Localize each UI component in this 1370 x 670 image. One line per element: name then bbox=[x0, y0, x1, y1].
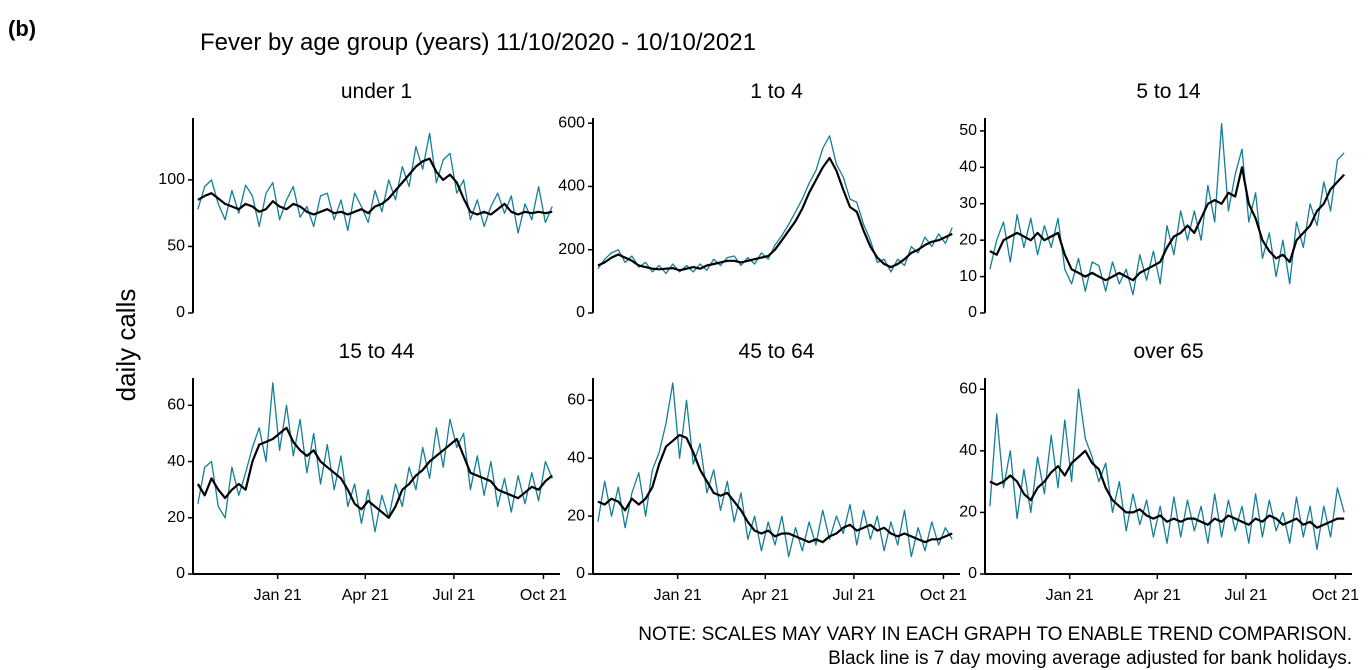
panel-title: 1 to 4 bbox=[750, 80, 803, 103]
y-tick-label: 100 bbox=[158, 171, 185, 188]
daily-line bbox=[197, 132, 553, 234]
y-tick-label: 0 bbox=[576, 304, 585, 321]
x-tick-label: Jul 21 bbox=[1225, 587, 1268, 604]
note: Black line is 7 day moving average adjus… bbox=[828, 648, 1352, 669]
panel-title: over 65 bbox=[1133, 340, 1203, 363]
y-tick-label: 60 bbox=[959, 380, 977, 397]
y-axis-label: daily calls bbox=[111, 289, 141, 402]
y-tick-label: 50 bbox=[959, 122, 977, 139]
panel-label: (b) bbox=[8, 16, 36, 41]
average-line bbox=[197, 157, 553, 216]
panel-title: 5 to 14 bbox=[1136, 80, 1201, 103]
daily-line bbox=[597, 382, 953, 558]
daily-line bbox=[197, 382, 553, 533]
y-tick-label: 30 bbox=[959, 195, 977, 212]
y-tick-label: 0 bbox=[176, 304, 185, 321]
x-tick-label: Jan 21 bbox=[1046, 587, 1094, 604]
y-tick-label: 50 bbox=[167, 238, 185, 255]
y-tick-label: 400 bbox=[558, 178, 585, 195]
y-tick-label: 0 bbox=[968, 304, 977, 321]
average-line bbox=[989, 449, 1345, 529]
panel-title: under 1 bbox=[341, 80, 412, 103]
y-tick-label: 200 bbox=[558, 241, 585, 258]
x-tick-label: Jan 21 bbox=[654, 587, 702, 604]
y-tick-label: 40 bbox=[959, 159, 977, 176]
panel-title: 45 to 64 bbox=[739, 340, 815, 363]
x-tick-label: Oct 21 bbox=[520, 587, 567, 604]
y-tick-label: 60 bbox=[167, 397, 185, 414]
daily-line bbox=[597, 135, 953, 275]
y-tick-label: 40 bbox=[167, 453, 185, 470]
x-tick-label: Apr 21 bbox=[1134, 587, 1181, 604]
x-tick-label: Apr 21 bbox=[342, 587, 389, 604]
y-tick-label: 20 bbox=[959, 504, 977, 521]
daily-line bbox=[989, 388, 1345, 551]
x-tick-label: Jan 21 bbox=[254, 587, 302, 604]
average-line bbox=[597, 156, 953, 272]
y-tick-label: 0 bbox=[968, 565, 977, 582]
y-tick-label: 40 bbox=[567, 449, 585, 466]
average-line bbox=[597, 433, 953, 544]
x-tick-label: Jul 21 bbox=[433, 587, 476, 604]
y-tick-label: 0 bbox=[576, 565, 585, 582]
daily-line bbox=[989, 122, 1345, 296]
x-tick-label: Oct 21 bbox=[1312, 587, 1359, 604]
panel-title: 15 to 44 bbox=[339, 340, 415, 363]
y-tick-label: 20 bbox=[567, 507, 585, 524]
x-tick-label: Apr 21 bbox=[742, 587, 789, 604]
y-tick-label: 20 bbox=[959, 231, 977, 248]
y-tick-label: 60 bbox=[567, 391, 585, 408]
x-tick-label: Oct 21 bbox=[920, 587, 967, 604]
average-line bbox=[989, 166, 1346, 282]
y-tick-label: 20 bbox=[167, 509, 185, 526]
y-tick-label: 0 bbox=[176, 565, 185, 582]
figure-title: Fever by age group (years) 11/10/2020 - … bbox=[200, 29, 756, 56]
x-tick-label: Jul 21 bbox=[833, 587, 876, 604]
y-tick-label: 40 bbox=[959, 442, 977, 459]
y-tick-label: 600 bbox=[558, 114, 585, 131]
y-tick-label: 10 bbox=[959, 268, 977, 285]
note: NOTE: SCALES MAY VARY IN EACH GRAPH TO E… bbox=[638, 624, 1352, 645]
average-line bbox=[196, 426, 553, 519]
